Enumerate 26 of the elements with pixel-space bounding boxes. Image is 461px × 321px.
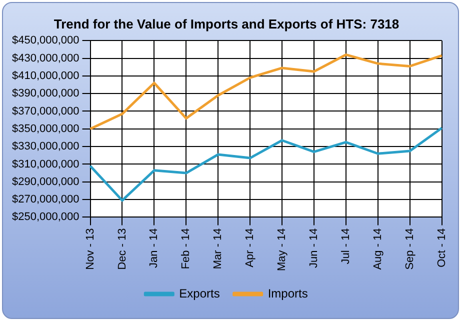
x-tick-label: Aug - 14 <box>372 228 384 270</box>
y-tick-label: $310,000,000 <box>12 158 80 170</box>
x-tick-label: Jul - 14 <box>340 228 352 264</box>
x-tick-label: Dec - 13 <box>116 228 128 270</box>
x-tick-label: Oct - 14 <box>436 228 448 268</box>
y-tick-label: $290,000,000 <box>12 176 80 188</box>
x-tick-label: Feb - 14 <box>180 228 192 270</box>
y-tick-label: $250,000,000 <box>12 211 80 224</box>
y-tick-label: $410,000,000 <box>12 70 80 82</box>
y-tick-label: $270,000,000 <box>12 194 80 206</box>
x-tick-label: Jan - 14 <box>148 228 160 268</box>
x-tick-label: Sep - 14 <box>404 228 416 270</box>
x-tick-label: Jun - 14 <box>308 228 320 268</box>
legend-label: Exports <box>179 286 220 300</box>
chart-title: Trend for the Value of Imports and Exports of HTS: 7318 <box>54 16 400 32</box>
x-tick-label: Nov - 13 <box>84 228 96 270</box>
y-tick-label: $370,000,000 <box>12 105 80 118</box>
x-tick-label: Mar - 14 <box>212 228 224 270</box>
y-tick-label: $450,000,000 <box>12 34 80 47</box>
x-tick-label: Apr - 14 <box>244 228 256 268</box>
legend-label: Imports <box>268 286 308 300</box>
y-tick-label: $350,000,000 <box>12 122 80 135</box>
x-tick-label: May - 14 <box>276 228 288 272</box>
y-tick-label: $330,000,000 <box>12 140 80 153</box>
y-tick-label: $430,000,000 <box>12 52 80 64</box>
y-tick-label: $390,000,000 <box>12 88 80 100</box>
